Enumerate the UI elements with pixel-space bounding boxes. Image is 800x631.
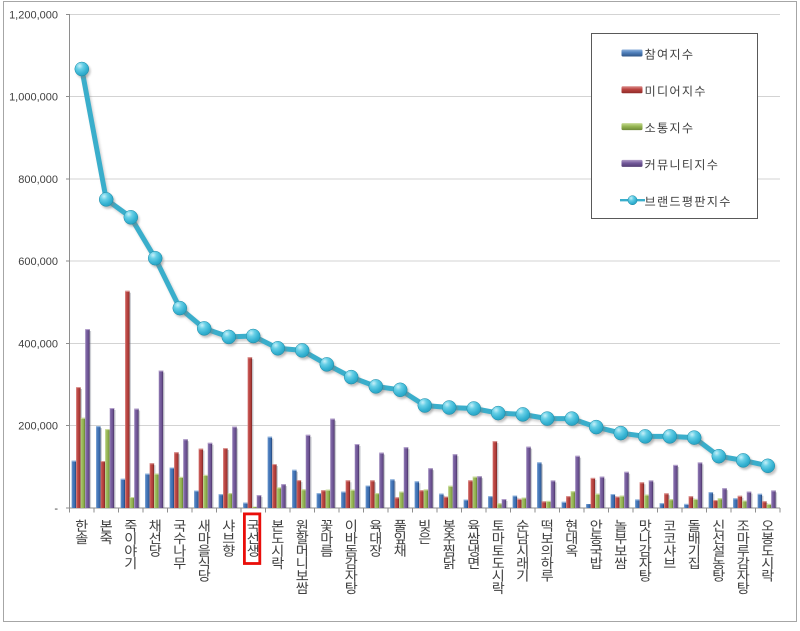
- svg-text:400,000: 400,000: [18, 338, 58, 350]
- svg-text:200,000: 200,000: [18, 420, 58, 432]
- svg-text:1,000,000: 1,000,000: [9, 91, 58, 103]
- svg-text:-: -: [54, 503, 58, 515]
- svg-text:600,000: 600,000: [18, 256, 58, 268]
- svg-text:800,000: 800,000: [18, 174, 58, 186]
- svg-text:1,200,000: 1,200,000: [9, 9, 58, 21]
